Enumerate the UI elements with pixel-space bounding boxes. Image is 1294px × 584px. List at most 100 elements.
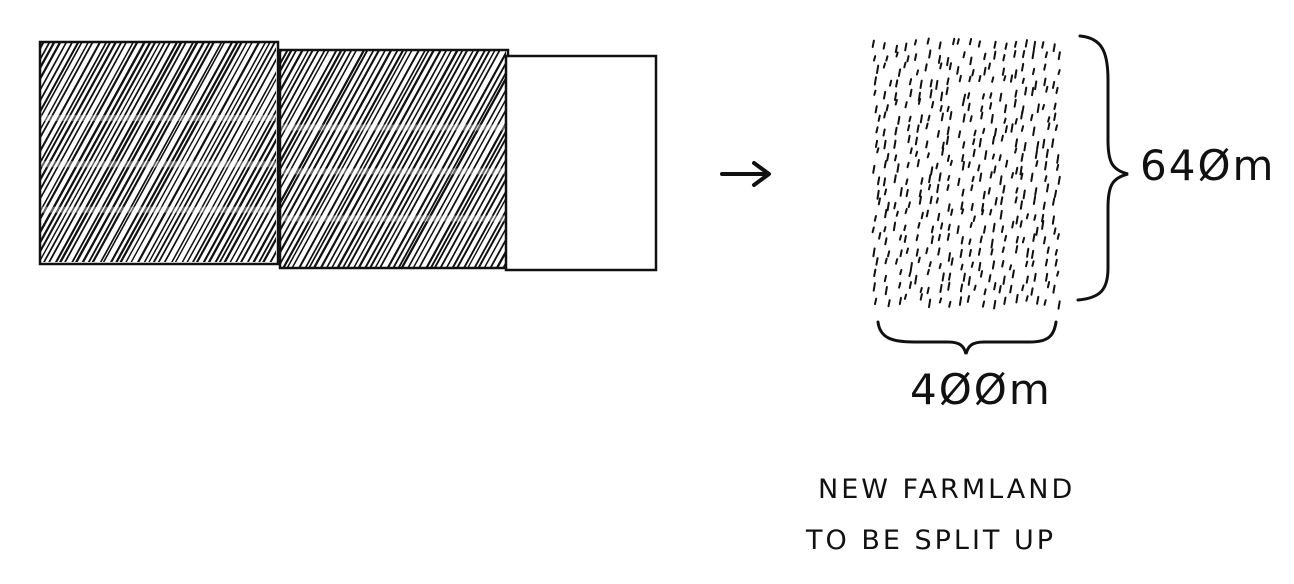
field-dot — [1015, 215, 1019, 225]
hatch-stroke — [102, 42, 226, 262]
field-dot — [1036, 103, 1040, 114]
hatch-stroke — [115, 42, 239, 262]
field-dot — [1005, 159, 1009, 168]
field-dot — [873, 89, 877, 96]
field-dot — [1002, 184, 1006, 194]
field-dot — [884, 208, 888, 219]
field-dot — [1026, 247, 1030, 258]
field-dot — [883, 226, 887, 233]
field-dot — [873, 76, 877, 86]
field-dot — [883, 111, 887, 119]
field-dot — [1041, 41, 1045, 49]
field-dot — [946, 154, 951, 162]
hatch-stroke — [75, 42, 199, 262]
field-dot — [884, 286, 888, 296]
hatch-stroke — [451, 168, 506, 268]
field-dot — [973, 284, 977, 291]
field-dot — [1046, 183, 1050, 193]
field-dot — [908, 115, 912, 123]
hatch-stroke — [218, 158, 276, 262]
field-dot — [1044, 175, 1048, 182]
hatch-stroke — [119, 42, 243, 262]
field-dot — [927, 114, 931, 122]
hatch-stroke — [280, 50, 338, 155]
field-dot — [1047, 122, 1051, 131]
field-dot — [1004, 42, 1008, 50]
field-dot — [883, 188, 888, 196]
field-dot — [926, 286, 930, 295]
hatch-band — [40, 161, 276, 168]
field-dot — [917, 256, 921, 264]
field-dot — [875, 126, 879, 134]
hatch-stroke — [246, 209, 276, 262]
field-dot — [980, 105, 984, 112]
field-dot — [1001, 246, 1005, 253]
field-dot — [973, 129, 977, 137]
field-dot — [969, 56, 973, 66]
field-dot — [998, 285, 1002, 294]
field-dot — [945, 135, 950, 145]
field-dot — [893, 201, 897, 210]
field-dot — [939, 105, 943, 112]
field-dot — [873, 55, 877, 62]
field-dot — [916, 159, 920, 168]
field-dot — [977, 164, 981, 172]
field-dot — [1055, 86, 1059, 94]
field-dot — [877, 197, 881, 206]
field-dot — [1014, 118, 1018, 125]
field-dot — [1020, 110, 1024, 120]
field-dot — [935, 79, 939, 90]
field-dot — [937, 247, 941, 256]
hatch-stroke — [40, 42, 41, 43]
field-dot — [907, 201, 911, 209]
field-dot — [940, 91, 944, 102]
hatch-stroke — [325, 50, 448, 268]
field-dot — [967, 102, 971, 112]
field-dot — [872, 164, 876, 174]
field-dot — [1003, 104, 1008, 114]
field-dot — [1003, 234, 1008, 242]
field-dot — [884, 257, 888, 265]
hatch-stroke — [40, 42, 112, 172]
field-dot — [994, 197, 998, 206]
field-dot — [909, 147, 913, 155]
field-dot — [886, 152, 890, 162]
field-dot — [946, 184, 950, 191]
field-dot — [936, 183, 940, 194]
field-dot — [1042, 138, 1046, 149]
hatch-stroke — [0, 42, 2, 264]
hatch-stroke — [364, 50, 487, 268]
field-dot — [924, 63, 928, 72]
hatch-stroke — [40, 42, 45, 51]
field-dot — [1044, 51, 1048, 59]
hatch-stroke — [207, 137, 276, 262]
hatch-stroke — [40, 42, 102, 154]
field-dot — [894, 99, 898, 106]
field-dot — [874, 139, 879, 148]
field-dot — [993, 40, 997, 49]
field-dot — [1002, 275, 1006, 285]
field-dot — [947, 203, 951, 212]
field-dot — [961, 160, 965, 171]
hatch-stroke — [308, 50, 430, 268]
field-dot — [928, 298, 932, 309]
hatch-stroke — [280, 50, 375, 223]
field-dot — [962, 113, 966, 123]
field-dot — [941, 147, 945, 156]
right-arrow-icon — [720, 161, 771, 187]
field-dot — [1030, 287, 1034, 296]
field-dot — [980, 111, 984, 120]
field-dot — [1024, 39, 1028, 48]
land-strip — [0, 40, 658, 272]
field-dot — [989, 102, 993, 110]
hatch-stroke — [386, 50, 506, 268]
field-dot — [914, 136, 918, 146]
field-dot — [896, 163, 900, 173]
field-dot — [941, 272, 945, 282]
field-dot — [1015, 166, 1019, 175]
dotted-field — [871, 37, 1061, 310]
field-dot — [1053, 112, 1057, 121]
field-dot — [883, 160, 887, 169]
field-dot — [1032, 195, 1037, 205]
height-label: 64Øm — [1140, 141, 1275, 190]
